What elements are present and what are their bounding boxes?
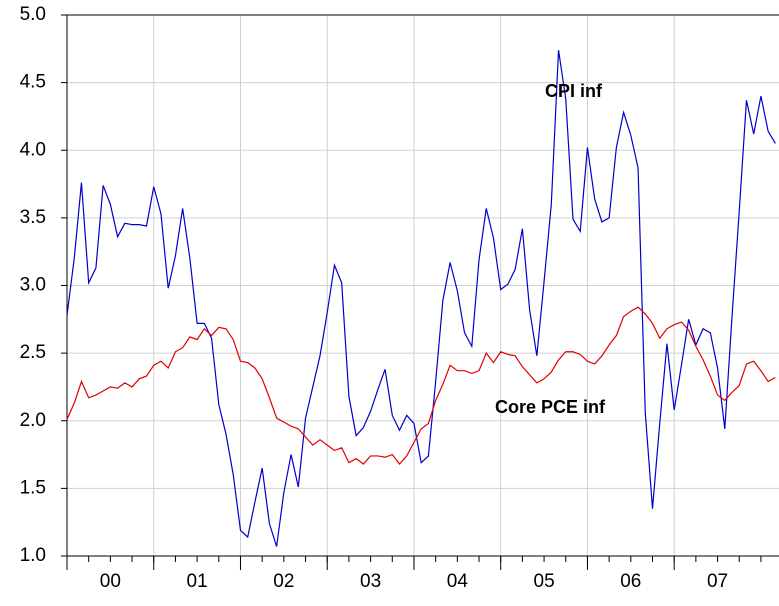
y-tick-label: 4.0 (20, 139, 46, 160)
x-tick-label: 00 (100, 571, 121, 592)
y-tick-label: 3.0 (20, 275, 46, 296)
x-tick-label: 01 (187, 571, 208, 592)
y-tick-label: 4.5 (20, 72, 46, 93)
series-line (66, 50, 776, 547)
x-tick-label: 06 (620, 571, 641, 592)
y-tick-label: 2.5 (20, 342, 46, 363)
x-tick-label: 03 (360, 571, 381, 592)
x-tick-label: 02 (273, 571, 294, 592)
y-tick-label: 5.0 (20, 4, 46, 25)
x-tick-label: 04 (447, 571, 469, 592)
x-tick-label: 07 (707, 571, 728, 592)
y-tick-label: 1.5 (20, 477, 46, 498)
annotation: Core PCE inf (495, 397, 606, 417)
y-tick-label: 1.0 (20, 545, 46, 566)
series-line (66, 306, 776, 465)
y-tick-label: 2.0 (20, 410, 46, 431)
annotation: CPI inf (545, 81, 603, 101)
y-tick-label: 3.5 (20, 207, 46, 228)
x-tick-label: 05 (534, 571, 555, 592)
